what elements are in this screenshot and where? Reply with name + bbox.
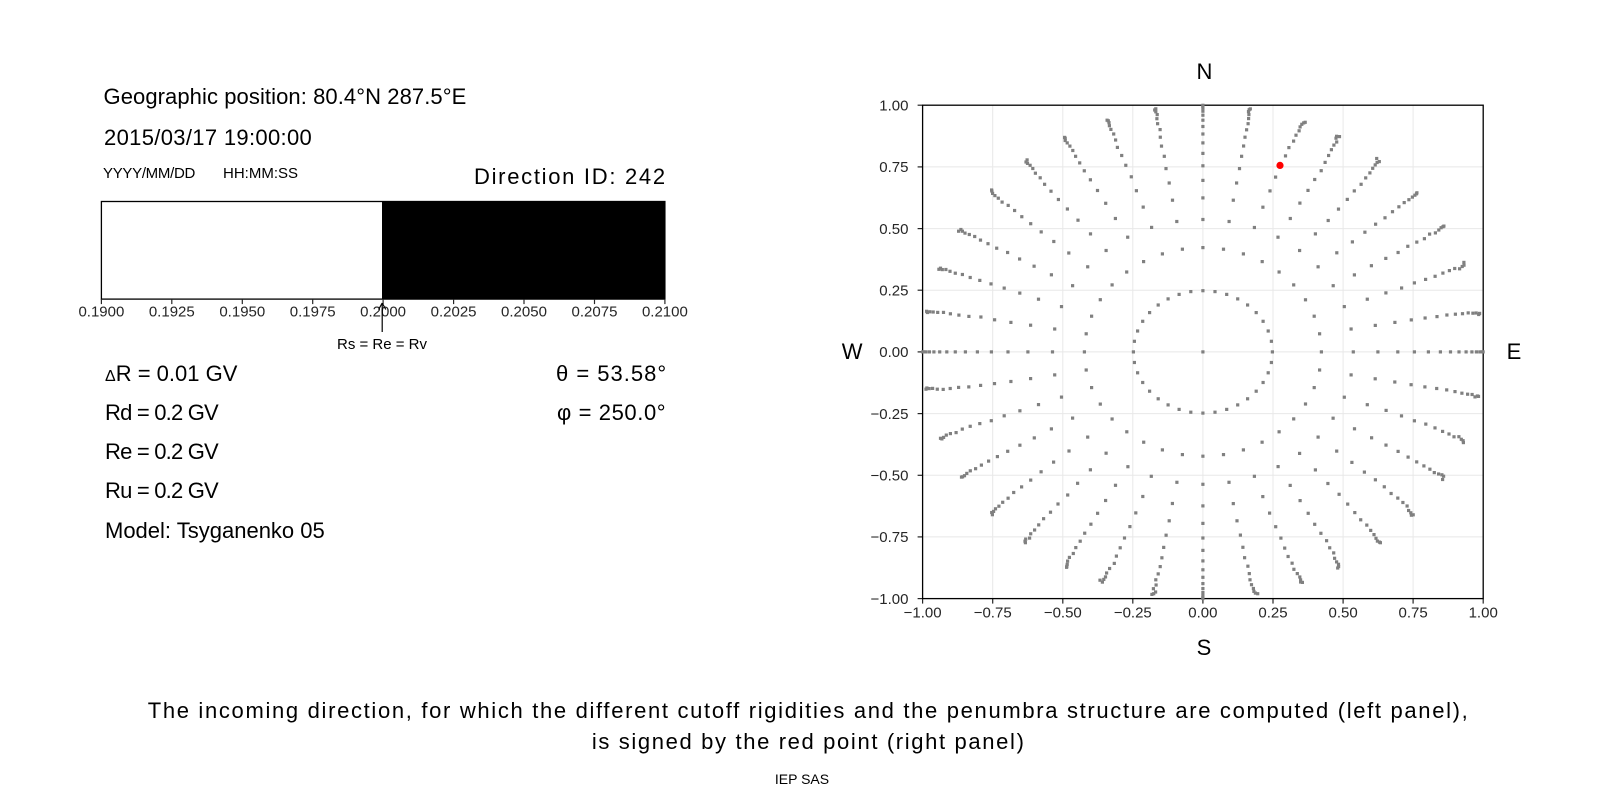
svg-text:0.2075: 0.2075 (572, 304, 618, 321)
svg-text:0.2000: 0.2000 (360, 304, 406, 321)
svg-text:0.75: 0.75 (1398, 605, 1427, 622)
svg-text:1.00: 1.00 (879, 97, 908, 114)
svg-text:0.25: 0.25 (879, 282, 908, 299)
svg-text:−0.50: −0.50 (1044, 605, 1082, 622)
svg-text:−0.75: −0.75 (871, 529, 909, 546)
svg-text:−1.00: −1.00 (871, 591, 909, 608)
svg-text:−0.50: −0.50 (871, 468, 909, 485)
svg-text:0.00: 0.00 (879, 344, 908, 361)
svg-text:0.50: 0.50 (1328, 605, 1357, 622)
svg-text:0.00: 0.00 (1188, 605, 1217, 622)
svg-text:0.1900: 0.1900 (78, 304, 124, 321)
svg-text:0.1950: 0.1950 (219, 304, 265, 321)
svg-text:0.25: 0.25 (1258, 605, 1287, 622)
svg-text:−0.75: −0.75 (974, 605, 1012, 622)
svg-text:0.2050: 0.2050 (501, 304, 547, 321)
svg-text:−0.25: −0.25 (871, 406, 909, 423)
svg-text:0.2025: 0.2025 (431, 304, 477, 321)
svg-text:0.1975: 0.1975 (290, 304, 336, 321)
svg-text:0.50: 0.50 (879, 221, 908, 238)
svg-text:0.1925: 0.1925 (149, 304, 195, 321)
svg-text:0.2100: 0.2100 (642, 304, 688, 321)
svg-text:1.00: 1.00 (1469, 605, 1498, 622)
svg-text:−1.00: −1.00 (904, 605, 942, 622)
svg-text:0.75: 0.75 (879, 159, 908, 176)
svg-text:−0.25: −0.25 (1114, 605, 1152, 622)
